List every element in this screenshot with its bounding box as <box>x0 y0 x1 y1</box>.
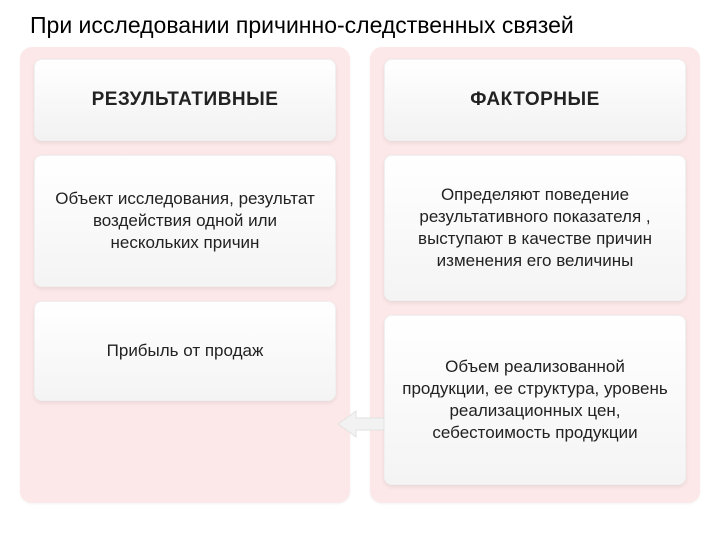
left-description-card: Объект исследования, результат воздейств… <box>34 155 336 287</box>
left-panel: РЕЗУЛЬТАТИВНЫЕ Объект исследования, резу… <box>20 47 350 503</box>
right-example-card: Объем реализованной продукции, ее структ… <box>384 315 686 485</box>
left-example-card: Прибыль от продаж <box>34 301 336 401</box>
right-description-card: Определяют поведение результативного пок… <box>384 155 686 301</box>
columns-container: РЕЗУЛЬТАТИВНЫЕ Объект исследования, резу… <box>0 47 720 503</box>
left-heading: РЕЗУЛЬТАТИВНЫЕ <box>34 59 336 141</box>
right-panel: ФАКТОРНЫЕ Определяют поведение результат… <box>370 47 700 503</box>
page-title: При исследовании причинно-следственных с… <box>0 0 720 47</box>
right-heading: ФАКТОРНЫЕ <box>384 59 686 141</box>
